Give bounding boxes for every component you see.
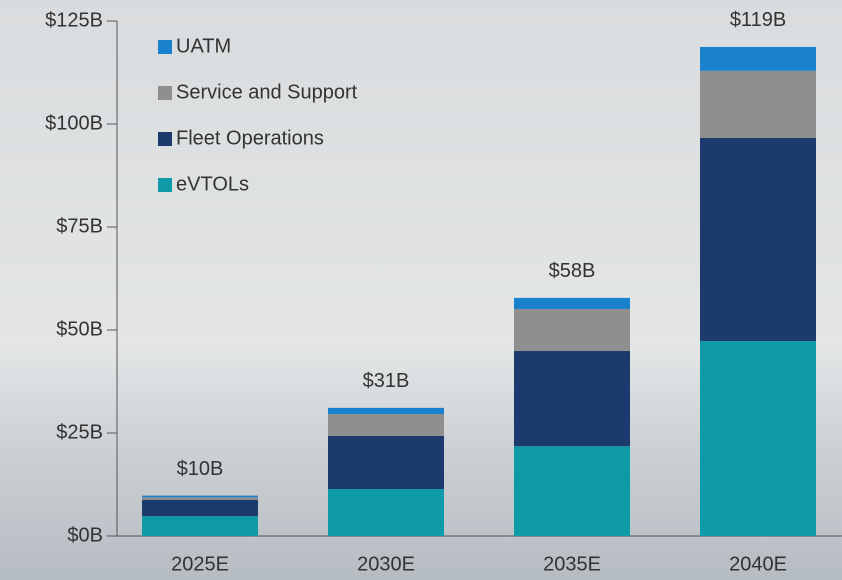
legend-label: eVTOLs <box>176 173 249 195</box>
bar-segment <box>142 499 258 517</box>
bar-segment <box>328 407 444 415</box>
bar-segment <box>142 495 258 498</box>
bar-segment <box>514 308 630 352</box>
y-tick-label: $25B <box>56 421 103 443</box>
bar-segment <box>700 138 816 342</box>
bar-segment <box>328 435 444 490</box>
legend-label: Service and Support <box>176 81 358 103</box>
bar-segment <box>514 297 630 309</box>
y-tick-label: $0B <box>67 524 103 546</box>
x-tick-label: 2030E <box>357 553 415 575</box>
bar-segment <box>514 351 630 447</box>
total-label: $31B <box>363 370 410 392</box>
bar-segment <box>142 516 258 536</box>
bar-segment <box>700 46 816 71</box>
total-label: $10B <box>177 458 224 480</box>
x-tick-label: 2035E <box>543 553 601 575</box>
total-label: $119B <box>730 9 786 31</box>
y-tick-label: $50B <box>56 318 103 340</box>
bar-segment <box>328 489 444 536</box>
bar-segment <box>514 446 630 536</box>
y-tick-label: $75B <box>56 215 103 237</box>
y-tick-label: $125B <box>45 9 103 31</box>
x-tick-label: 2040E <box>729 553 787 575</box>
legend-label: Fleet Operations <box>176 127 324 149</box>
legend-swatch <box>158 40 172 54</box>
legend-swatch <box>158 86 172 100</box>
bar-segment <box>700 341 816 536</box>
legend-swatch <box>158 132 172 146</box>
legend-swatch <box>158 178 172 192</box>
total-label: $58B <box>549 260 596 282</box>
x-tick-label: 2025E <box>171 553 229 575</box>
bar-segment <box>700 70 816 139</box>
bar-segment <box>328 414 444 436</box>
bar-segment <box>142 497 258 500</box>
legend-label: UATM <box>176 35 231 57</box>
y-tick-label: $100B <box>45 112 103 134</box>
